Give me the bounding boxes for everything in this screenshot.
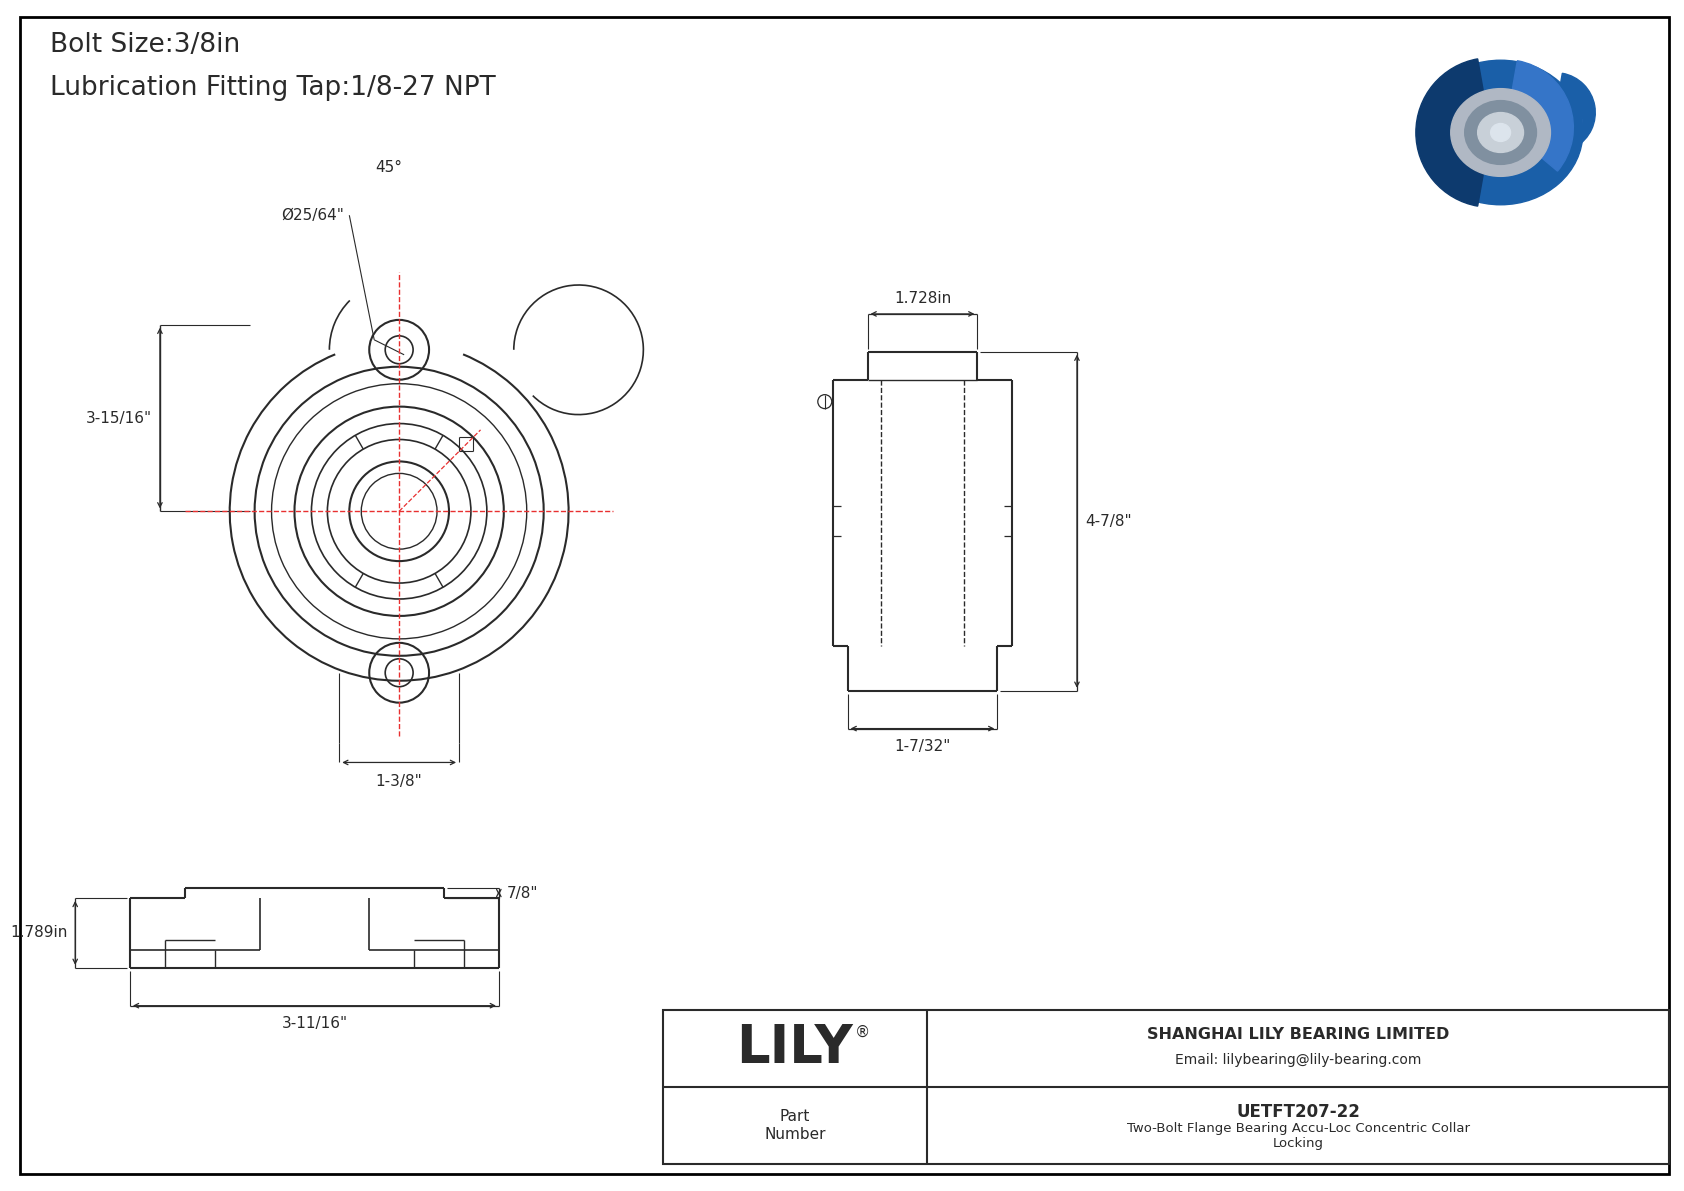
Text: Bolt Size:3/8in: Bolt Size:3/8in [51,32,241,58]
Bar [663,1010,1669,1164]
Text: Email: lilybearing@lily-bearing.com: Email: lilybearing@lily-bearing.com [1175,1053,1421,1067]
Wedge shape [1556,74,1595,148]
Text: SHANGHAI LILY BEARING LIMITED: SHANGHAI LILY BEARING LIMITED [1147,1027,1450,1042]
Text: Lubrication Fitting Tap:1/8-27 NPT: Lubrication Fitting Tap:1/8-27 NPT [51,75,497,101]
Wedge shape [1505,61,1573,172]
Wedge shape [1416,58,1490,206]
Ellipse shape [1450,88,1551,176]
Text: 1-7/32": 1-7/32" [894,738,951,754]
Text: 4-7/8": 4-7/8" [1084,513,1132,529]
Text: 1.728in: 1.728in [894,291,951,306]
Text: 1-3/8": 1-3/8" [376,774,423,790]
Text: 1.789in: 1.789in [10,925,67,941]
Ellipse shape [1477,113,1524,152]
Text: 3-11/16": 3-11/16" [281,1016,347,1030]
Text: UETFT207-22: UETFT207-22 [1236,1103,1361,1121]
Text: ®: ® [855,1024,871,1040]
Text: Two-Bolt Flange Bearing Accu-Loc Concentric Collar
Locking: Two-Bolt Flange Bearing Accu-Loc Concent… [1127,1122,1470,1149]
Text: 45°: 45° [376,161,402,175]
Ellipse shape [1490,124,1511,142]
Text: Ø25/64": Ø25/64" [281,207,344,223]
Ellipse shape [1418,61,1583,205]
Text: 3-15/16": 3-15/16" [86,411,152,425]
Ellipse shape [1465,100,1536,164]
Ellipse shape [1554,112,1583,133]
Text: Part
Number: Part Number [765,1109,825,1142]
Text: LILY: LILY [736,1022,854,1074]
Text: 7/8": 7/8" [507,886,539,900]
